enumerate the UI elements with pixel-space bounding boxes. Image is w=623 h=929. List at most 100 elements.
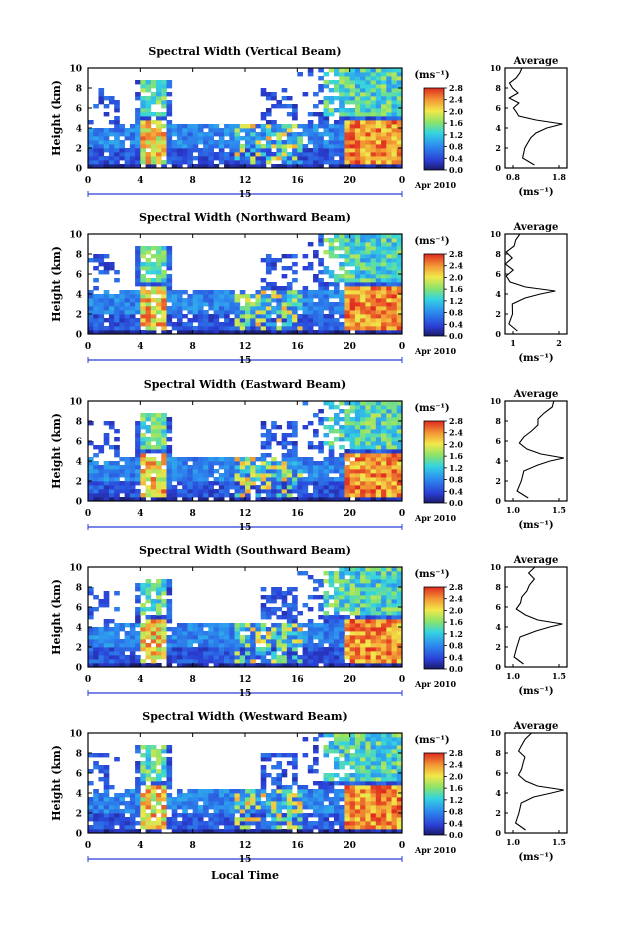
colorbar-tick-label: 1.2 bbox=[449, 463, 463, 473]
profile-line bbox=[516, 400, 565, 499]
y-tick-label: 2 bbox=[76, 478, 82, 488]
profile-x-tick-label: 1.5 bbox=[552, 671, 566, 681]
x-tick-label: 4 bbox=[137, 675, 143, 685]
date-label: Apr 2010 bbox=[414, 180, 457, 190]
x-tick-label: 12 bbox=[239, 342, 252, 352]
colorbar-tick-label: 0.8 bbox=[449, 308, 463, 318]
profile-y-tick-label: 10 bbox=[490, 396, 502, 406]
profile-y-tick-label: 10 bbox=[490, 562, 502, 572]
colorbar-tick-label: 0.4 bbox=[449, 319, 463, 329]
y-tick-label: 10 bbox=[69, 65, 82, 75]
x-tick-label: 20 bbox=[343, 675, 356, 685]
colorbar bbox=[423, 586, 445, 670]
profile-title: Average bbox=[513, 56, 559, 67]
y-tick-label: 10 bbox=[69, 730, 82, 740]
colorbar-tick-label: 0.0 bbox=[449, 664, 463, 674]
profile-line bbox=[514, 732, 564, 831]
profile-y-tick-label: 6 bbox=[495, 269, 501, 279]
y-tick-label: 4 bbox=[76, 291, 82, 301]
profile-y-tick-label: 8 bbox=[495, 582, 501, 592]
chart-panel-4: Spectral Width (Southward Beam) 0 2 4 6 8 10 0 4… bbox=[50, 544, 568, 699]
y-axis-label: Height (km) bbox=[50, 579, 63, 655]
profile-frame bbox=[504, 566, 568, 668]
y-tick-label: 2 bbox=[76, 311, 82, 321]
colorbar-tick-label: 0.8 bbox=[449, 641, 463, 651]
colorbar-tick-label: 2.4 bbox=[449, 428, 463, 438]
profile-y-tick-label: 6 bbox=[495, 768, 501, 778]
x-tick-label: 20 bbox=[343, 176, 356, 186]
x-tick-label: 0 bbox=[399, 342, 405, 352]
y-tick-label: 2 bbox=[76, 810, 82, 820]
profile-y-tick-label: 2 bbox=[495, 309, 501, 319]
x-tick-label: 0 bbox=[399, 176, 405, 186]
colorbar-unit: (ms⁻¹) bbox=[414, 236, 449, 247]
profile-frame bbox=[504, 400, 568, 502]
y-tick-label: 6 bbox=[76, 438, 82, 448]
heatmap-field bbox=[88, 567, 403, 668]
colorbar-tick-label: 2.4 bbox=[449, 261, 463, 271]
y-tick-label: 2 bbox=[76, 145, 82, 155]
x-tick-label: 8 bbox=[190, 176, 196, 186]
profile-frame bbox=[504, 67, 568, 169]
profile-frame bbox=[504, 233, 568, 335]
profile-x-tick-label: 1.0 bbox=[506, 671, 520, 681]
profile-x-tick-label: 0.8 bbox=[506, 172, 520, 182]
colorbar-tick-label: 2.0 bbox=[449, 605, 463, 615]
colorbar-tick-label: 1.2 bbox=[449, 130, 463, 140]
x-tick-label: 0 bbox=[85, 675, 91, 685]
profile-y-tick-label: 4 bbox=[495, 622, 501, 632]
heatmap-field bbox=[88, 68, 403, 169]
colorbar-tick-label: 2.8 bbox=[449, 416, 463, 426]
x-tick-label: 8 bbox=[190, 342, 196, 352]
day-label: 15 bbox=[239, 689, 252, 699]
profile-y-tick-label: 10 bbox=[490, 728, 502, 738]
x-tick-label: 4 bbox=[137, 176, 143, 186]
colorbar-tick-label: 1.6 bbox=[449, 118, 463, 128]
y-tick-label: 8 bbox=[76, 251, 82, 261]
colorbar-tick-label: 2.4 bbox=[449, 95, 463, 105]
x-tick-label: 12 bbox=[239, 841, 252, 851]
profile-y-tick-label: 4 bbox=[495, 788, 501, 798]
chart-title: Spectral Width (Eastward Beam) bbox=[144, 378, 346, 391]
x-tick-label: 4 bbox=[137, 841, 143, 851]
profile-y-tick-label: 10 bbox=[490, 229, 502, 239]
chart-panel-5: Spectral Width (Westward Beam) 0 2 4 6 8 10 0 4 8… bbox=[50, 710, 568, 865]
y-tick-label: 4 bbox=[76, 125, 82, 135]
colorbar-unit: (ms⁻¹) bbox=[414, 735, 449, 746]
y-tick-label: 8 bbox=[76, 418, 82, 428]
colorbar-tick-label: 2.0 bbox=[449, 106, 463, 116]
profile-y-tick-label: 6 bbox=[495, 103, 501, 113]
date-label: Apr 2010 bbox=[414, 346, 457, 356]
colorbar-unit: (ms⁻¹) bbox=[414, 70, 449, 81]
x-tick-label: 20 bbox=[343, 841, 356, 851]
colorbar-tick-label: 1.6 bbox=[449, 617, 463, 627]
profile-y-tick-label: 6 bbox=[495, 436, 501, 446]
y-tick-label: 0 bbox=[76, 498, 82, 508]
colorbar-tick-label: 1.2 bbox=[449, 795, 463, 805]
colorbar-tick-label: 0.4 bbox=[449, 486, 463, 496]
date-label: Apr 2010 bbox=[414, 845, 457, 855]
profile-y-tick-label: 2 bbox=[495, 642, 501, 652]
y-tick-label: 6 bbox=[76, 271, 82, 281]
colorbar-tick-label: 0.8 bbox=[449, 475, 463, 485]
y-tick-label: 10 bbox=[69, 564, 82, 574]
profile-y-tick-label: 2 bbox=[495, 143, 501, 153]
profile-y-tick-label: 0 bbox=[495, 329, 501, 339]
chart-panel-1: Spectral Width (Vertical Beam) 0 2 4 6 8 10 0 4 8… bbox=[50, 45, 568, 200]
profile-title: Average bbox=[513, 555, 559, 566]
y-tick-label: 8 bbox=[76, 85, 82, 95]
x-tick-label: 4 bbox=[137, 509, 143, 519]
profile-x-label: (ms⁻¹) bbox=[518, 353, 553, 364]
heatmap-field bbox=[88, 401, 403, 502]
colorbar-tick-label: 2.8 bbox=[449, 582, 463, 592]
x-tick-label: 16 bbox=[291, 342, 304, 352]
x-tick-label: 0 bbox=[85, 176, 91, 186]
colorbar-tick-label: 0.4 bbox=[449, 818, 463, 828]
colorbar bbox=[423, 752, 445, 836]
chart-title: Spectral Width (Vertical Beam) bbox=[148, 45, 341, 58]
x-tick-label: 0 bbox=[85, 342, 91, 352]
y-tick-label: 6 bbox=[76, 770, 82, 780]
colorbar-tick-label: 0.4 bbox=[449, 153, 463, 163]
y-tick-label: 0 bbox=[76, 165, 82, 175]
profile-line bbox=[504, 233, 556, 332]
